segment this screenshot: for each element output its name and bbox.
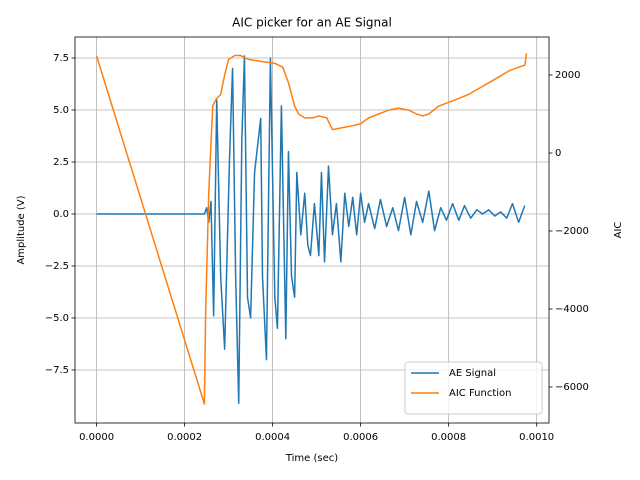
x-tick-label: 0.0002 <box>167 432 202 443</box>
legend: AE Signal AIC Function <box>404 361 543 415</box>
x-tick-label: 0.0006 <box>343 432 378 443</box>
x-tick-label: 0.0010 <box>519 432 554 443</box>
legend-label: AIC Function <box>449 388 512 399</box>
x-tick-label: 0.0008 <box>431 432 466 443</box>
legend-label: AE Signal <box>449 368 496 379</box>
y-tick-label: −2.5 <box>45 261 69 272</box>
legend-box <box>404 361 543 415</box>
grid <box>75 37 549 423</box>
x-tick-label: 0.0000 <box>79 432 114 443</box>
chart-title: AIC picker for an AE Signal <box>232 16 392 30</box>
data-line <box>96 55 526 404</box>
y-tick-label: 2.5 <box>53 157 69 168</box>
y-tick-label: 5.0 <box>53 105 69 116</box>
data-line <box>95 53 528 405</box>
x-axis-label: Time (sec) <box>285 453 338 464</box>
x-tick-label: 0.0004 <box>255 432 290 443</box>
y-tick-label: −7.5 <box>45 365 69 376</box>
y2-tick-label: −4000 <box>555 304 589 315</box>
y-tick-label: −5.0 <box>45 313 69 324</box>
y2-tick-label: −2000 <box>555 226 589 237</box>
axes-frame <box>74 36 550 424</box>
y2-tick-label: 0 <box>555 148 561 159</box>
ticks: 0.0000 0.0002 0.0004 0.0006 0.0008 0.0010 −7.5… <box>45 53 589 443</box>
y2-axis-label: AIC <box>613 222 624 239</box>
y-tick-label: 7.5 <box>53 53 69 64</box>
y2-tick-label: −6000 <box>555 382 589 393</box>
y-tick-label: 0.0 <box>53 209 69 220</box>
y-axis-label: Amplitude (V) <box>16 195 27 264</box>
y2-tick-label: 2000 <box>555 70 580 81</box>
plot-area <box>95 53 528 405</box>
